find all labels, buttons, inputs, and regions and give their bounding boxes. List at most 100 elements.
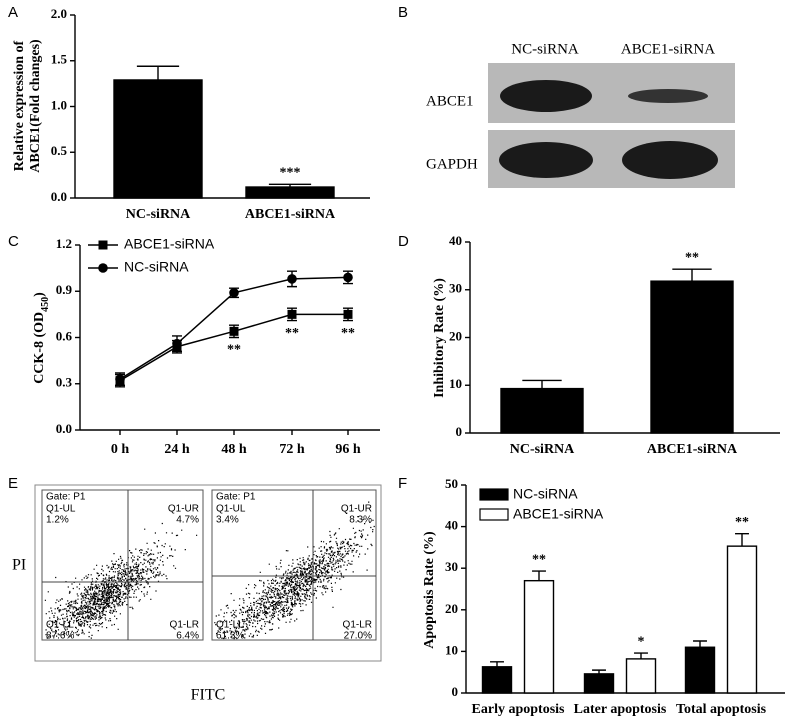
significance: ** [227, 343, 241, 358]
quadrant-name: Q1-UR [168, 504, 199, 515]
event-dots [214, 501, 375, 640]
gate-label: Gate: P1 [46, 492, 86, 503]
row-label: GAPDH [426, 156, 478, 172]
bar [650, 280, 734, 434]
x-tick-label: 48 h [221, 442, 247, 457]
x-tick-label: NC-siRNA [126, 207, 191, 222]
legend-label: ABCE1-siRNA [124, 236, 215, 252]
x-tick-label: ABCE1-siRNA [647, 442, 738, 457]
flow-plot [41, 489, 204, 641]
bar [625, 658, 657, 694]
y-axis-label: Apoptosis Rate (%) [422, 531, 437, 649]
significance: ** [532, 552, 546, 567]
blot-band [622, 141, 718, 179]
error-bar [672, 268, 712, 282]
error-bar [634, 652, 648, 659]
y-tick-label: 40 [445, 518, 458, 533]
point [229, 287, 239, 298]
quadrant-name: Q1-LR [170, 620, 199, 631]
panel-letter: A [8, 4, 18, 21]
significance: *** [280, 165, 301, 180]
legend-marker [98, 240, 108, 250]
quadrant-name: Q1-LR [343, 620, 372, 631]
x-tick-label: Later apoptosis [574, 702, 667, 717]
y-tick-label: 0.3 [56, 375, 73, 390]
bar [684, 646, 716, 694]
y-axis-label-part: ) [32, 292, 47, 297]
y-axis-label: ABCE1(Fold changes) [28, 39, 43, 173]
x-tick-label: NC-siRNA [510, 442, 575, 457]
point [287, 274, 297, 284]
legend-swatch [479, 488, 509, 501]
point [343, 272, 353, 283]
y-tick-label: 10 [449, 376, 462, 391]
error-bar [735, 532, 749, 547]
quadrant-name: Q1-UL [46, 504, 76, 515]
flow-frame [34, 484, 382, 662]
x-tick-label: 0 h [111, 442, 130, 457]
bar [481, 666, 513, 694]
x-tick-label: Early apoptosis [472, 702, 566, 717]
y-tick-label: 30 [449, 281, 462, 296]
y-tick-label: 0.0 [51, 189, 67, 204]
significance: ** [285, 326, 299, 341]
bar [726, 545, 758, 694]
event-dots [44, 522, 198, 639]
error-bar [592, 669, 606, 674]
quadrant-percent: 87.6% [46, 631, 74, 642]
point [115, 374, 125, 384]
x-tick-label: ABCE1-siRNA [245, 207, 336, 222]
gate-label: Gate: P1 [216, 492, 256, 503]
y-axis-label-part: CCK-8 (OD [32, 312, 47, 384]
quadrant-name: Q1-LL [216, 620, 244, 631]
legend-label: NC-siRNA [513, 486, 578, 502]
y-axis-label-part: 450 [40, 297, 51, 312]
y-tick-label: 0 [456, 424, 463, 439]
legend-label: ABCE1-siRNA [513, 506, 604, 522]
y-tick-label: 1.2 [56, 236, 72, 251]
significance: * [638, 634, 645, 649]
x-tick-label: 72 h [279, 442, 305, 457]
significance: ** [685, 250, 699, 265]
y-axis-label: Inhibitory Rate (%) [432, 278, 447, 398]
quadrant-percent: 1.2% [46, 515, 69, 526]
lane-label: ABCE1-siRNA [621, 41, 715, 57]
y-tick-label: 50 [445, 476, 458, 491]
flow-plot [211, 489, 377, 641]
x-tick-label: Total apoptosis [676, 702, 767, 717]
y-tick-label: 2.0 [51, 6, 67, 21]
error-bar [268, 183, 312, 188]
x-tick-label: 96 h [335, 442, 361, 457]
blot-band [628, 89, 708, 103]
error-bar [532, 570, 546, 581]
point [229, 326, 239, 336]
y-tick-label: 0.6 [56, 328, 73, 343]
panel-letter: E [8, 475, 18, 492]
y-axis-label: Relative expression of [12, 40, 27, 171]
y-tick-label: 30 [445, 559, 458, 574]
y-tick-label: 40 [449, 233, 462, 248]
bar [523, 579, 555, 694]
quadrant-name: Q1-UL [216, 504, 246, 515]
bar [113, 79, 203, 199]
x-tick-label: 24 h [164, 442, 190, 457]
panel-letter: B [398, 4, 408, 21]
error-bar [693, 640, 707, 648]
lane-label: NC-siRNA [511, 41, 579, 57]
quadrant-percent: 27.0% [344, 631, 372, 642]
error-bar [490, 661, 504, 667]
y-tick-label: 20 [445, 601, 458, 616]
error-bar [522, 379, 562, 389]
point [172, 338, 182, 349]
quadrant-percent: 3.4% [216, 515, 239, 526]
legend-swatch [479, 508, 509, 521]
quadrant-name: Q1-LL [46, 620, 74, 631]
y-tick-label: 1.0 [51, 97, 67, 112]
legend-label: NC-siRNA [124, 259, 189, 275]
legend-marker [98, 263, 108, 273]
y-tick-label: 1.5 [51, 52, 68, 67]
y-tick-label: 10 [445, 642, 458, 657]
y-tick-label: 0 [452, 684, 459, 699]
